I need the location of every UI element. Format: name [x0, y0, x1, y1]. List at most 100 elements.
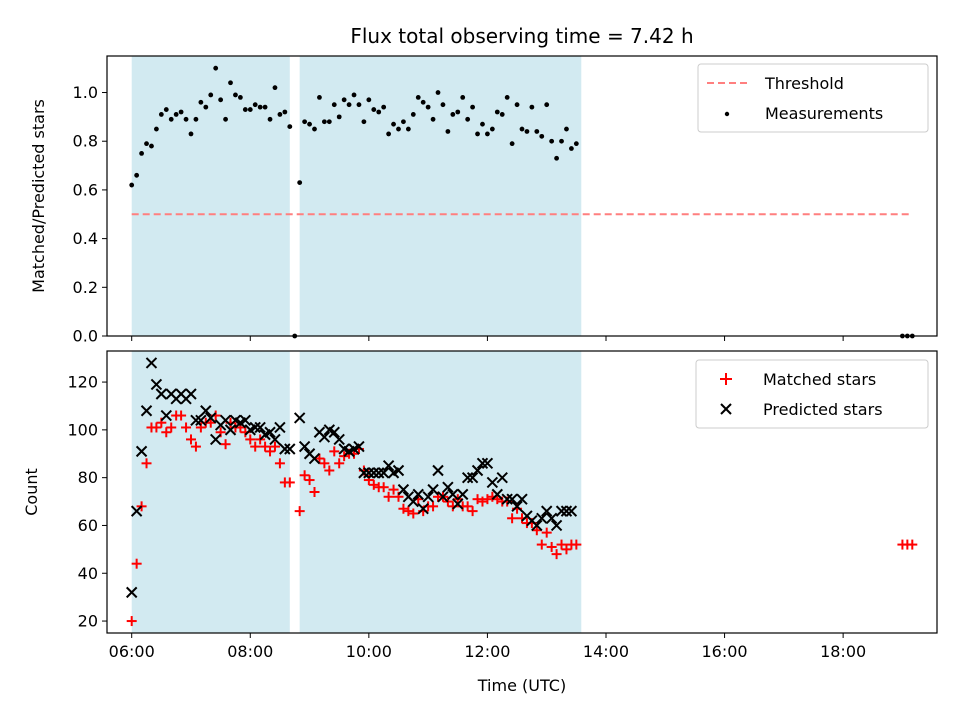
predicted-star-point	[195, 414, 207, 427]
predicted-star-point	[140, 405, 153, 417]
observing-interval	[131, 56, 290, 336]
top-legend: Threshold Measurements	[697, 63, 929, 133]
measurement-point	[213, 65, 219, 71]
y-tick-label: 60	[78, 516, 98, 535]
measurement-point	[134, 172, 140, 178]
top-axes: 0.0 0.2 0.4 0.6 0.8 1.0	[73, 83, 844, 346]
predicted-star-point	[264, 426, 276, 438]
x-tick-label: 16:00	[702, 642, 748, 661]
measurement-point	[168, 116, 174, 122]
measurement-point	[465, 116, 471, 122]
predicted-star-point	[437, 491, 449, 503]
predicted-star-point	[377, 467, 390, 479]
observing-intervals	[131, 56, 582, 336]
bottom-plot-frame	[106, 350, 938, 634]
measurement-point	[494, 109, 500, 115]
measurement-point	[425, 104, 431, 110]
matched-star-point	[388, 484, 399, 495]
matched-star-point	[151, 422, 162, 433]
predicted-star-point	[160, 409, 172, 422]
measurement-point	[440, 102, 446, 108]
predicted-star-point	[284, 443, 296, 455]
legend-measurements-label: Measurements	[765, 104, 883, 123]
measurement-point	[401, 119, 406, 125]
matched-star-point	[536, 539, 547, 550]
measurement-point	[252, 102, 258, 108]
measurement-point	[460, 94, 466, 100]
matched-star-point	[556, 539, 567, 550]
matched-star-point	[531, 525, 542, 536]
y-tick-label: 0.8	[73, 132, 98, 151]
matched-star-point	[131, 558, 142, 569]
measurement-point	[559, 138, 564, 144]
measurement-point	[430, 116, 436, 122]
measurement-point	[302, 119, 308, 125]
predicted-star-point	[506, 493, 518, 505]
predicted-star-point	[382, 460, 395, 472]
predicted-star-point	[269, 433, 281, 446]
measurement-point	[524, 129, 530, 134]
measurement-point	[534, 129, 540, 134]
matched-star-point	[561, 544, 572, 555]
x-tick-label: 14:00	[583, 642, 629, 661]
predicted-star-point	[476, 457, 489, 470]
predicted-star-point	[550, 519, 563, 532]
measurement-point	[396, 126, 401, 132]
measurement-point	[386, 131, 392, 137]
predicted-star-point	[392, 464, 405, 477]
predicted-stars-legend-swatch	[720, 403, 732, 415]
predicted-star-point	[501, 493, 513, 505]
matched-star-point	[269, 441, 280, 452]
predicted-star-point	[298, 440, 311, 453]
predicted-star-point	[328, 426, 340, 438]
measurement-point	[262, 104, 268, 110]
measurement-point	[247, 107, 253, 112]
measurement-point	[267, 116, 273, 122]
measurement-point	[154, 126, 159, 132]
matched-star-point	[571, 539, 582, 550]
measurement-point	[381, 104, 387, 110]
matched-star-point	[166, 422, 177, 433]
predicted-star-point	[224, 424, 237, 436]
predicted-star-point	[466, 471, 479, 484]
matched-star-point	[541, 527, 552, 538]
matched-star-point	[546, 541, 557, 552]
y-tick-label: 20	[78, 612, 98, 631]
measurement-point	[272, 85, 278, 91]
measurement-point	[514, 102, 520, 108]
measurement-point	[228, 80, 233, 86]
y-tick-label: 1.0	[73, 83, 98, 102]
bottom-y-axis-label: Count	[22, 468, 41, 516]
measurement-point	[356, 102, 362, 108]
matched-star-point	[185, 434, 196, 445]
measurement-point	[504, 94, 510, 100]
measurement-point	[321, 119, 327, 125]
matched-star-point	[274, 458, 285, 469]
measurement-point	[519, 126, 525, 132]
measurement-point	[144, 141, 149, 147]
predicted-star-point	[185, 388, 197, 400]
predicted-star-point	[205, 412, 217, 424]
matched-star-point	[309, 487, 320, 497]
x-tick-label: 18:00	[820, 642, 866, 661]
x-axis-label: Time (UTC)	[477, 676, 566, 695]
matched-star-point	[907, 539, 918, 550]
matched-star-point	[428, 501, 439, 512]
predicted-star-point	[452, 498, 464, 510]
predicted-star-point	[496, 471, 508, 484]
measurement-point	[470, 104, 475, 110]
predicted-star-point	[274, 421, 286, 434]
measurement-point	[341, 97, 347, 103]
matched-star-point	[551, 549, 562, 560]
y-tick-label: 0.6	[73, 180, 98, 199]
matched-star-point	[141, 458, 152, 469]
matched-star-point	[334, 458, 345, 469]
measurement-point	[549, 138, 555, 144]
legend-matched-label: Matched stars	[763, 370, 876, 389]
measurement-point	[346, 102, 352, 108]
bottom-axes: 20 40 60 80 100 120 06:00 08:00 10:00 12:00 14:00 1…	[67, 373, 866, 661]
predicted-star-point	[471, 464, 484, 477]
y-tick-label: 0.0	[73, 327, 98, 346]
predicted-star-point	[190, 414, 202, 427]
measurement-point	[257, 104, 263, 110]
